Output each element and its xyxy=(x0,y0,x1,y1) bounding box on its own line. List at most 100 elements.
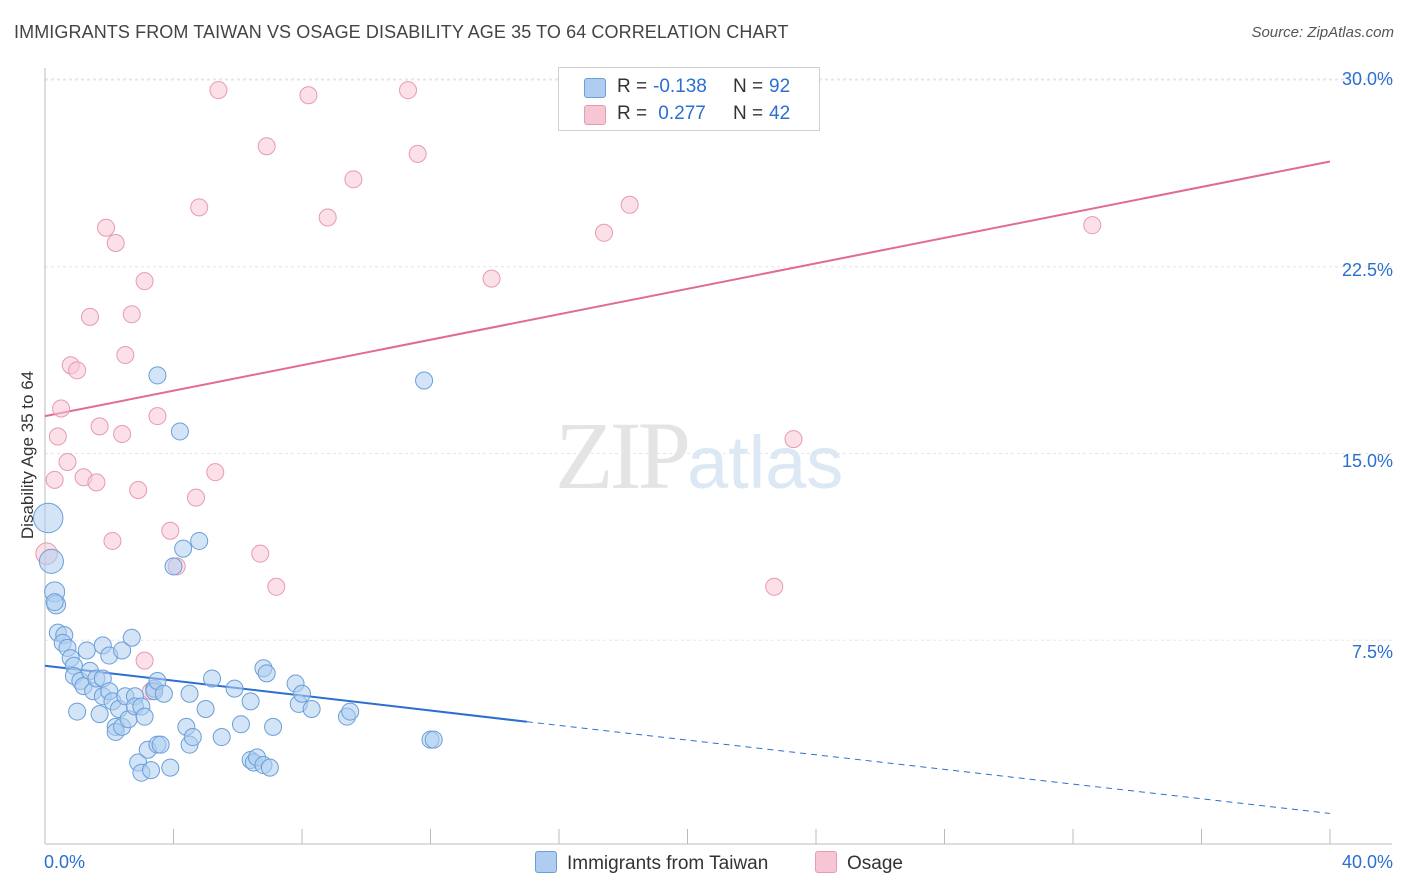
point-taiwan xyxy=(135,707,154,726)
point-osage xyxy=(765,577,784,596)
legend-r-value: -0.138 xyxy=(653,76,707,97)
legend-n-value: 42 xyxy=(769,103,791,124)
point-osage xyxy=(206,463,225,482)
point-taiwan xyxy=(122,628,141,647)
point-taiwan xyxy=(38,548,64,574)
point-taiwan xyxy=(113,641,132,660)
point-taiwan xyxy=(257,664,276,683)
legend-r-value: 0.277 xyxy=(653,103,706,124)
y-axis-label: Disability Age 35 to 64 xyxy=(18,370,37,540)
point-taiwan xyxy=(196,700,215,719)
point-osage xyxy=(344,170,363,189)
point-osage xyxy=(148,407,167,426)
point-taiwan xyxy=(154,684,173,703)
point-osage xyxy=(135,272,154,291)
point-osage xyxy=(209,81,228,100)
point-taiwan xyxy=(68,702,87,721)
legend-n-value: 92 xyxy=(769,76,791,97)
point-osage xyxy=(251,544,270,563)
legend-r-label: R = xyxy=(617,76,648,97)
data-points xyxy=(32,81,1102,782)
correlation-legend: R = -0.138 N = 92 R = 0.277 N = 42 xyxy=(558,67,820,131)
legend-swatch-osage xyxy=(584,105,606,125)
point-taiwan xyxy=(183,728,202,747)
point-osage xyxy=(45,470,64,489)
x-tick-label: 40.0% xyxy=(1341,852,1393,872)
bottom-legend-taiwan: Immigrants from Taiwan xyxy=(535,851,768,875)
point-osage xyxy=(161,521,180,540)
point-osage xyxy=(784,430,803,449)
bottom-legend-label-osage: Osage xyxy=(847,853,903,874)
bottom-legend-swatch-osage xyxy=(815,851,837,873)
point-taiwan xyxy=(231,715,250,734)
point-taiwan xyxy=(90,705,109,724)
trend-line-taiwan-extension xyxy=(526,721,1331,814)
legend-n-label: N = xyxy=(733,103,764,124)
chart-title: IMMIGRANTS FROM TAIWAN VS OSAGE DISABILI… xyxy=(14,22,789,42)
point-taiwan xyxy=(32,502,64,534)
point-taiwan xyxy=(151,735,170,754)
point-taiwan xyxy=(148,366,167,385)
point-osage xyxy=(267,577,286,596)
point-osage xyxy=(186,488,205,507)
trend-line-taiwan xyxy=(44,664,527,723)
point-osage xyxy=(299,86,318,105)
source-label: Source: ZipAtlas.com xyxy=(1251,24,1394,41)
point-osage xyxy=(408,144,427,163)
point-osage xyxy=(58,453,77,471)
point-osage xyxy=(135,651,154,670)
point-taiwan xyxy=(302,700,321,719)
bottom-legend-swatch-taiwan xyxy=(535,851,557,873)
point-osage xyxy=(80,307,99,326)
legend-r-label: R = xyxy=(617,103,648,124)
point-taiwan xyxy=(341,702,360,721)
point-osage xyxy=(129,481,148,500)
point-taiwan xyxy=(174,539,193,558)
y-tick-label: 30.0% xyxy=(1341,69,1393,89)
watermark-zip: ZIP xyxy=(555,402,691,509)
y-tick-label: 15.0% xyxy=(1341,451,1393,471)
bottom-legend-label-taiwan: Immigrants from Taiwan xyxy=(567,853,769,874)
point-osage xyxy=(113,424,132,443)
watermark-atlas: atlas xyxy=(687,421,844,504)
point-osage xyxy=(106,233,125,252)
bottom-legend-osage: Osage xyxy=(815,851,903,875)
point-osage xyxy=(97,218,116,237)
trend-line-osage xyxy=(44,160,1331,418)
trend-lines xyxy=(44,160,1331,814)
x-tick-label: 0.0% xyxy=(44,852,86,872)
point-taiwan xyxy=(45,593,64,612)
point-taiwan xyxy=(180,684,199,703)
point-osage xyxy=(122,305,141,324)
point-taiwan xyxy=(415,371,434,390)
point-taiwan xyxy=(241,692,260,711)
point-osage xyxy=(399,81,418,100)
point-osage xyxy=(482,269,501,288)
point-osage xyxy=(257,137,276,156)
point-taiwan xyxy=(161,758,180,777)
point-taiwan xyxy=(190,531,209,550)
point-osage xyxy=(68,361,87,380)
axes xyxy=(44,68,1392,845)
watermark: ZIPatlas xyxy=(555,400,843,511)
point-taiwan xyxy=(77,641,96,660)
point-osage xyxy=(52,399,71,418)
grid-lines xyxy=(45,78,1392,641)
point-taiwan xyxy=(203,669,222,688)
point-taiwan xyxy=(264,717,283,736)
legend-n-label: N = xyxy=(733,76,764,97)
point-osage xyxy=(318,208,337,227)
point-taiwan xyxy=(164,557,183,576)
y-tick-label: 22.5% xyxy=(1341,260,1393,280)
point-osage xyxy=(90,417,109,436)
point-osage xyxy=(103,531,122,550)
point-taiwan xyxy=(142,761,161,780)
point-osage xyxy=(48,427,67,446)
point-osage xyxy=(1083,216,1102,235)
point-taiwan xyxy=(212,728,231,747)
legend-swatch-taiwan xyxy=(584,78,606,98)
point-osage xyxy=(87,473,106,492)
point-taiwan xyxy=(260,758,279,777)
point-taiwan xyxy=(225,679,244,698)
